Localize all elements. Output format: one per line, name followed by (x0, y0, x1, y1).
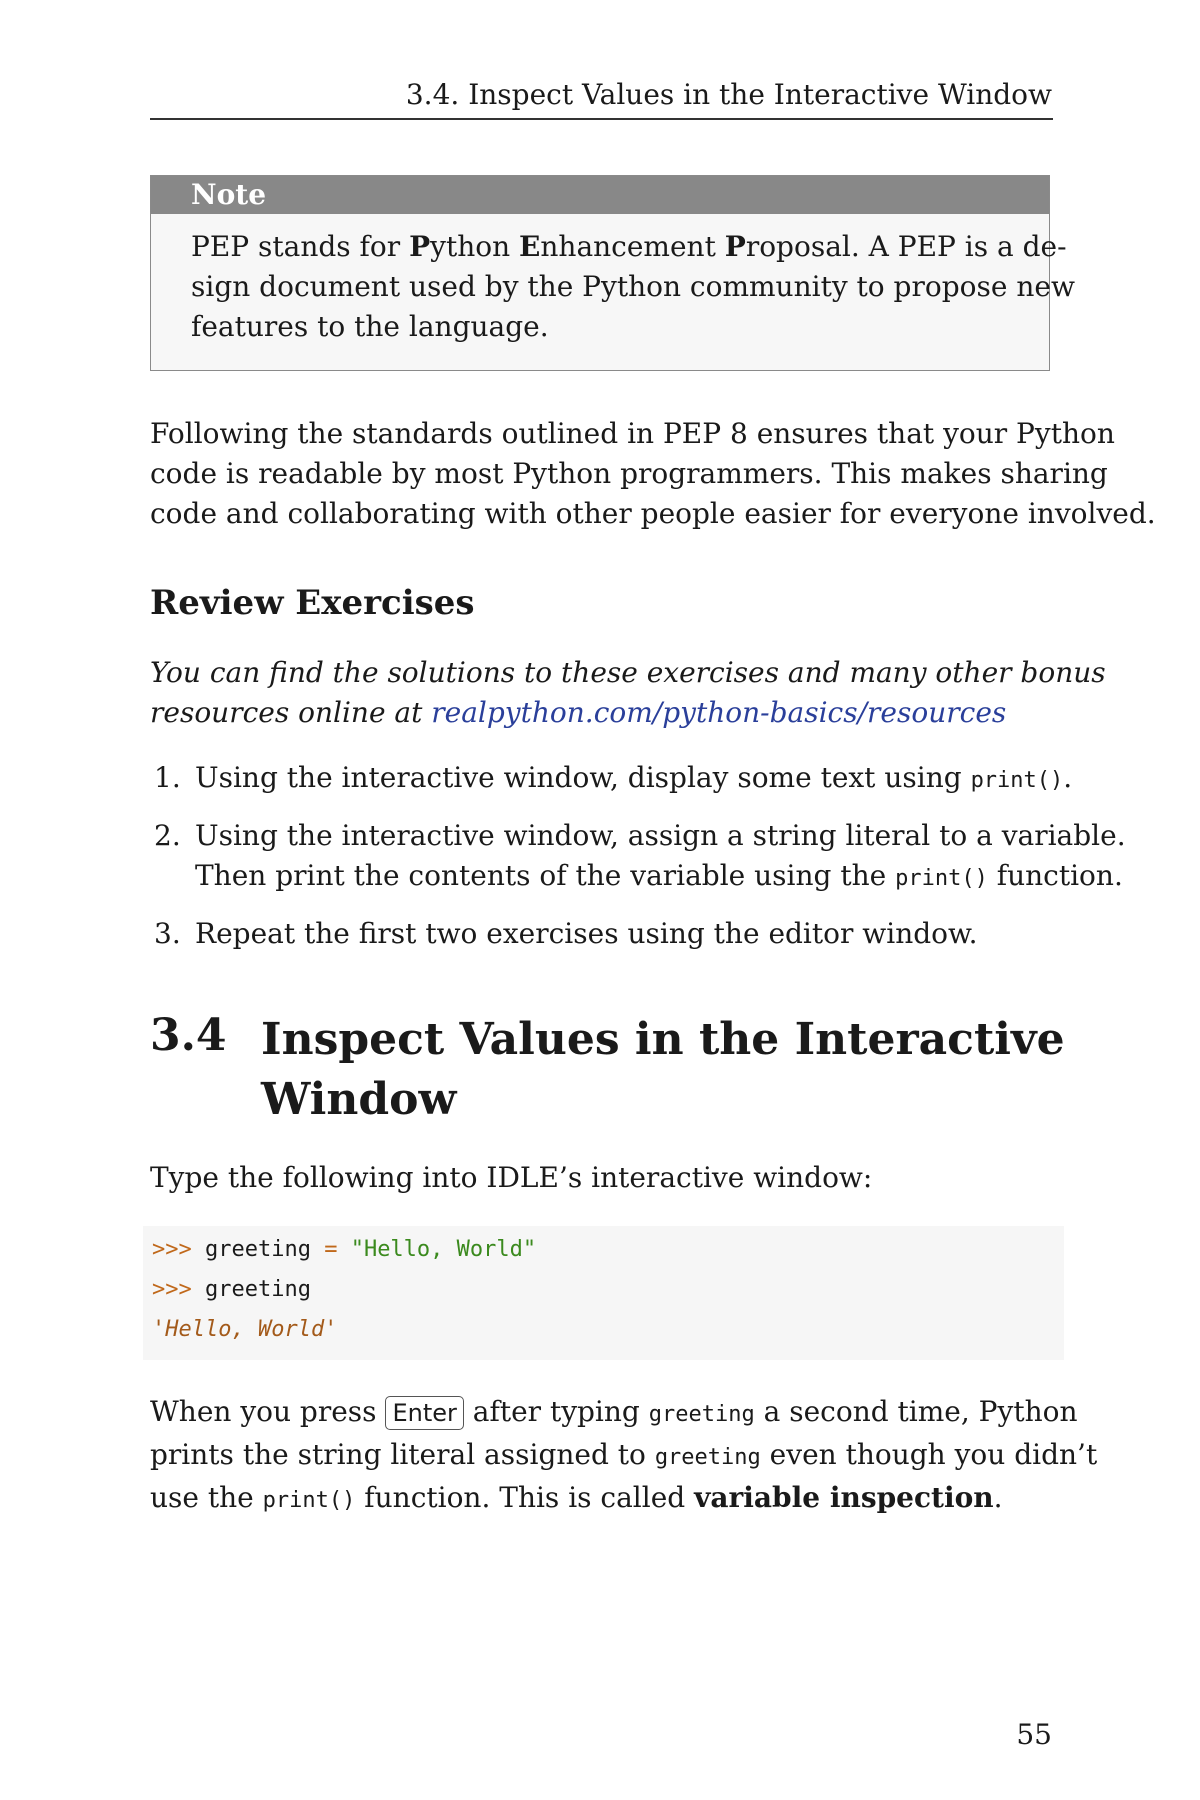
paragraph-line: code and collaborating with other people… (150, 497, 1156, 530)
section-intro: Type the following into IDLE’s interacti… (150, 1158, 1050, 1198)
resources-link[interactable]: realpython.com/python-basics/resources (431, 696, 1007, 729)
closing-line-2: prints the string literal assigned to gr… (150, 1435, 1097, 1478)
note-body: PEP stands for Python Enhancement Propos… (151, 214, 1075, 347)
note-text: nhancement (540, 230, 725, 263)
note-line-2: sign document used by the Python communi… (191, 270, 1075, 303)
inline-code: greeting (648, 1402, 755, 1427)
note-text: roposal. A PEP is a de- (745, 230, 1067, 263)
inline-code: print() (262, 1488, 356, 1513)
note-bold-letter: P (724, 230, 746, 263)
note-text: ython (430, 230, 520, 263)
note-text: PEP stands for (191, 230, 410, 263)
note-line-1: PEP stands for Python Enhancement Propos… (191, 227, 1067, 267)
enter-key: Enter (385, 1396, 464, 1430)
review-intro-line-1: You can find the solutions to these exer… (150, 656, 1106, 689)
pep8-paragraph: Following the standards outlined in PEP … (150, 414, 1156, 534)
repl-prompt: >>> (152, 1277, 192, 1302)
inline-code: print() (895, 866, 988, 891)
closing-text: . (993, 1481, 1003, 1514)
section-number: 3.4 (150, 1010, 227, 1061)
exercise-text: Using the interactive window, display so… (195, 758, 1072, 801)
page-number: 55 (1016, 1718, 1052, 1751)
exercise-text-part: Using the interactive window, display so… (195, 761, 971, 794)
closing-text: a second time, Python (754, 1395, 1078, 1428)
code-block: >>> greeting = "Hello, World" >>> greetin… (143, 1226, 1064, 1360)
section-title-line-2: Window (261, 1074, 457, 1125)
review-exercises-heading: Review Exercises (150, 583, 475, 623)
code-variable: greeting (191, 1237, 325, 1262)
review-intro-line-2: resources online at realpython.com/pytho… (150, 693, 1050, 733)
closing-text: prints the string literal assigned to (150, 1438, 655, 1471)
closing-line-3: use the print() function. This is called… (150, 1478, 1050, 1521)
closing-paragraph: When you press Enter after typing greeti… (150, 1392, 1097, 1521)
closing-text: use the (150, 1481, 263, 1514)
inline-code: greeting (654, 1445, 761, 1470)
section-title: Inspect Values in the Interactive Window (261, 1010, 1065, 1130)
header-rule (150, 118, 1053, 120)
review-intro: You can find the solutions to these exer… (150, 653, 1106, 733)
closing-text: function. This is called (355, 1481, 695, 1514)
paragraph-line: Following the standards outlined in PEP … (150, 417, 1115, 450)
code-line-2: >>> greeting (152, 1270, 1064, 1310)
exercise-item: 3. Repeat the first two exercises using … (150, 914, 1062, 954)
exercise-number: 3. (154, 917, 181, 950)
exercise-item: 2. Using the interactive window, assign … (150, 816, 1126, 899)
closing-text: even though you didn’t (760, 1438, 1098, 1471)
code-output-value: 'Hello, World' (152, 1317, 338, 1342)
key-term: variable inspection (694, 1481, 994, 1514)
paragraph-line: code is readable by most Python programm… (150, 457, 1108, 490)
exercise-text: Repeat the first two exercises using the… (195, 917, 978, 950)
closing-text: When you press (150, 1395, 386, 1428)
inline-code: print() (970, 768, 1064, 793)
code-operator: = (324, 1237, 338, 1262)
section-intro-text: Type the following into IDLE’s interacti… (150, 1161, 873, 1194)
note-line-3: features to the language. (191, 310, 549, 343)
book-page: 3.4. Inspect Values in the Interactive W… (143, 0, 1156, 1800)
closing-line-1: When you press Enter after typing greeti… (150, 1392, 1078, 1435)
code-output: 'Hello, World' (152, 1310, 1064, 1350)
exercise-list: 1. Using the interactive window, display… (150, 758, 1126, 954)
exercise-text: Using the interactive window, assign a s… (195, 819, 1126, 852)
closing-text: after typing (463, 1395, 649, 1428)
code-string: "Hello, World" (337, 1237, 537, 1262)
exercise-text-part: Then print the contents of the variable … (195, 859, 896, 892)
code-line-1: >>> greeting = "Hello, World" (152, 1230, 1064, 1270)
repl-prompt: >>> (152, 1237, 192, 1262)
section-title-line-1: Inspect Values in the Interactive (261, 1014, 1065, 1065)
exercise-text: Then print the contents of the variable … (195, 856, 1123, 899)
exercise-text-part: . (1063, 761, 1073, 794)
exercise-number: 1. (154, 761, 181, 794)
exercise-number: 2. (154, 819, 181, 852)
code-variable: greeting (191, 1277, 311, 1302)
exercise-item: 1. Using the interactive window, display… (150, 758, 1072, 801)
note-bold-letter: E (519, 230, 541, 263)
note-box: Note PEP stands for Python Enhancement P… (150, 175, 1075, 371)
review-intro-text: resources online at (150, 696, 432, 729)
running-header: 3.4. Inspect Values in the Interactive W… (405, 78, 1052, 111)
exercise-text-part: function. (987, 859, 1123, 892)
note-title: Note (151, 176, 1049, 214)
note-bold-letter: P (409, 230, 431, 263)
